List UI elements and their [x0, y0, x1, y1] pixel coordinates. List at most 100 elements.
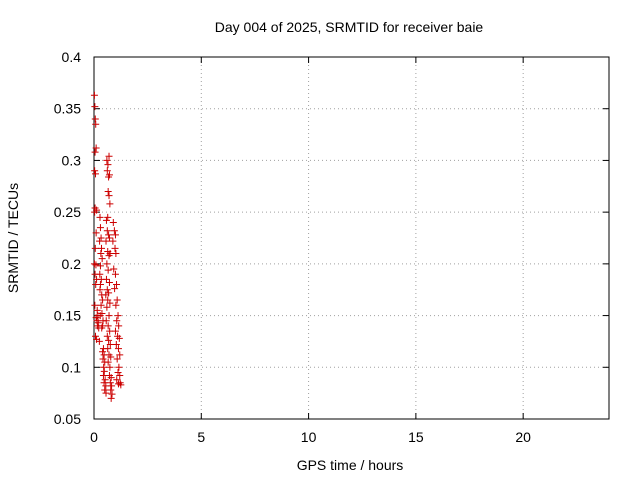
data-point — [90, 91, 98, 99]
data-point — [100, 363, 108, 371]
data-point — [100, 379, 108, 387]
x-axis-label: GPS time / hours — [297, 457, 404, 473]
data-point — [99, 355, 107, 363]
data-point — [106, 363, 114, 371]
data-point — [111, 285, 119, 293]
data-point — [102, 216, 110, 224]
data-point — [104, 322, 112, 330]
data-point — [105, 278, 113, 286]
data-point — [107, 386, 115, 394]
data-point — [116, 372, 124, 380]
data-point — [115, 363, 123, 371]
data-point — [103, 260, 111, 268]
data-point — [97, 250, 105, 258]
data-point — [91, 148, 99, 156]
data-point — [98, 324, 106, 332]
data-point — [106, 341, 114, 349]
data-point — [104, 266, 112, 274]
data-point — [112, 341, 120, 349]
y-axis-label: SRMTID / TECUs — [5, 183, 21, 293]
data-point — [111, 244, 119, 252]
data-point — [100, 367, 108, 375]
data-point — [99, 348, 107, 356]
data-point — [113, 317, 121, 325]
data-point — [91, 103, 99, 111]
data-point — [97, 301, 105, 309]
data-point — [117, 381, 125, 389]
data-point — [95, 337, 103, 345]
data-point — [93, 306, 101, 314]
data-point — [98, 244, 106, 252]
data-point — [113, 376, 121, 384]
data-point — [102, 389, 110, 397]
data-point — [105, 192, 113, 200]
data-point — [91, 301, 99, 309]
data-point — [103, 227, 111, 235]
data-point — [103, 286, 111, 294]
data-point — [106, 200, 114, 208]
data-point — [105, 312, 113, 320]
grid-lines — [94, 57, 609, 419]
y-tick-label: 0.35 — [54, 101, 81, 117]
data-point — [92, 120, 100, 128]
data-point — [104, 345, 112, 353]
data-point — [110, 227, 118, 235]
x-tick-label: 10 — [301, 429, 317, 445]
data-point — [96, 224, 104, 232]
x-tick-label: 15 — [408, 429, 424, 445]
data-point — [112, 301, 120, 309]
data-point — [105, 234, 113, 242]
data-point — [105, 336, 113, 344]
data-point — [113, 355, 121, 363]
data-point — [114, 312, 122, 320]
data-point — [96, 270, 104, 278]
y-tick-label: 0.25 — [54, 204, 81, 220]
data-point — [103, 303, 111, 311]
data-point — [102, 317, 110, 325]
data-point — [111, 327, 119, 335]
data-point — [101, 386, 109, 394]
x-tick-label: 5 — [197, 429, 205, 445]
data-point — [111, 270, 119, 278]
data-point — [107, 374, 115, 382]
data-point — [96, 286, 104, 294]
x-tick-label: 0 — [90, 429, 98, 445]
data-point — [105, 231, 113, 239]
x-tick-label: 20 — [515, 429, 531, 445]
y-tick-label: 0.4 — [62, 49, 82, 65]
data-point — [104, 213, 112, 221]
data-point — [108, 382, 116, 390]
data-point — [101, 376, 109, 384]
data-point — [104, 358, 112, 366]
data-point — [108, 390, 116, 398]
data-point — [96, 213, 104, 221]
data-point — [104, 161, 112, 169]
chart-title: Day 004 of 2025, SRMTID for receiver bai… — [215, 19, 484, 35]
data-point — [102, 275, 110, 283]
y-tick-label: 0.15 — [54, 308, 81, 324]
data-point — [103, 332, 111, 340]
y-tick-label: 0.05 — [54, 411, 81, 427]
data-point — [107, 353, 115, 361]
data-point — [91, 244, 99, 252]
data-point — [115, 334, 123, 342]
data-point — [106, 299, 114, 307]
data-point — [98, 255, 106, 263]
data-point — [112, 250, 120, 258]
data-point — [105, 152, 113, 160]
data-point — [92, 170, 100, 178]
data-point — [90, 260, 98, 268]
data-point — [115, 322, 123, 330]
data-point — [92, 144, 100, 152]
data-point — [91, 208, 99, 216]
y-tick-label: 0.2 — [62, 256, 82, 272]
data-point — [109, 237, 117, 245]
data-point — [104, 187, 112, 195]
data-point — [114, 345, 122, 353]
data-point — [113, 296, 121, 304]
data-point — [103, 167, 111, 175]
data-points — [90, 91, 125, 402]
data-point — [92, 332, 100, 340]
